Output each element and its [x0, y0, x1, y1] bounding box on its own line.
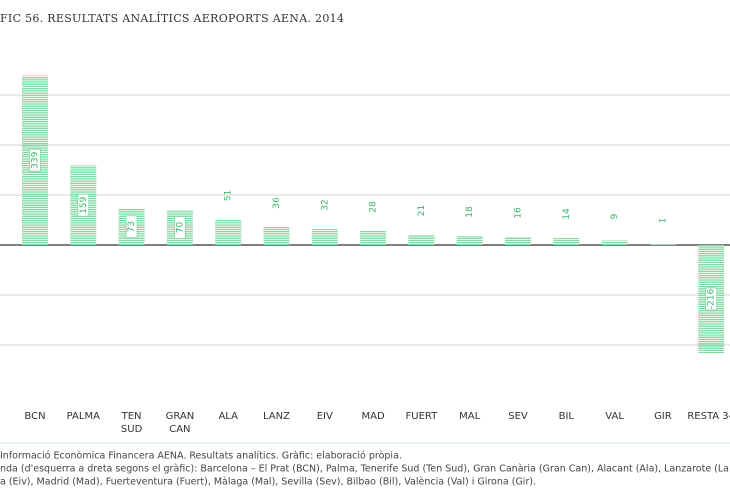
- bar: [360, 231, 387, 245]
- value-label-box: [77, 193, 90, 217]
- value-label: 159: [79, 196, 89, 213]
- x-tick-label: BCN: [24, 411, 45, 422]
- x-tick-label: GRAN CAN: [166, 411, 195, 435]
- bar: [263, 227, 290, 245]
- value-label: 51: [224, 190, 234, 201]
- x-tick-label: LANZ: [263, 411, 290, 422]
- value-label-box: [173, 216, 186, 239]
- bar: [215, 219, 242, 245]
- bar: [649, 244, 676, 245]
- value-label: 16: [514, 207, 524, 219]
- x-tick-label: MAL: [459, 411, 480, 422]
- x-tick-label: SEV: [508, 411, 528, 422]
- x-tick-label: ALA: [218, 411, 238, 422]
- bar: [601, 240, 628, 245]
- bar: [505, 237, 531, 245]
- source-note: Informació Econòmica Financera AENA. Res…: [0, 451, 402, 462]
- value-label: -216: [707, 289, 717, 310]
- x-tick-label: TEN SUD: [121, 411, 143, 435]
- x-tick-label: MAD: [362, 411, 385, 422]
- value-label: 339: [31, 151, 41, 168]
- x-tick-label: FUERT: [406, 411, 439, 422]
- chart-title: FIC 56. RESULTATS ANALÍTICS AEROPORTS AE…: [0, 11, 344, 25]
- value-label: 70: [175, 222, 185, 234]
- x-tick-label: RESTA 34: [687, 411, 730, 422]
- bar: [408, 234, 435, 245]
- value-label-box: [29, 148, 41, 172]
- value-label: 21: [417, 205, 427, 216]
- value-label-box: [705, 287, 718, 311]
- x-tick-label: EIV: [317, 411, 333, 422]
- x-tick-label: BIL: [559, 411, 575, 422]
- value-label: 14: [562, 208, 572, 220]
- value-label: 73: [127, 221, 137, 232]
- value-label-box: [125, 215, 138, 239]
- x-tick-label: GIR: [654, 411, 672, 422]
- value-label: 18: [465, 206, 475, 218]
- value-label: 32: [320, 199, 330, 210]
- bar: [311, 229, 338, 245]
- value-label: 28: [369, 201, 379, 213]
- legend-note: a (Eiv), Madrid (Mad), Fuerteventura (Fu…: [0, 477, 536, 488]
- x-tick-label: PALMA: [67, 411, 100, 422]
- legend-note: nda (d'esquerra a dreta segons el gràfic…: [0, 464, 729, 475]
- x-tick-label: VAL: [605, 411, 624, 422]
- value-label: 1: [658, 218, 668, 224]
- bar: [456, 236, 483, 245]
- value-label: 9: [610, 213, 620, 219]
- bar: [553, 238, 580, 245]
- value-label: 36: [272, 197, 282, 209]
